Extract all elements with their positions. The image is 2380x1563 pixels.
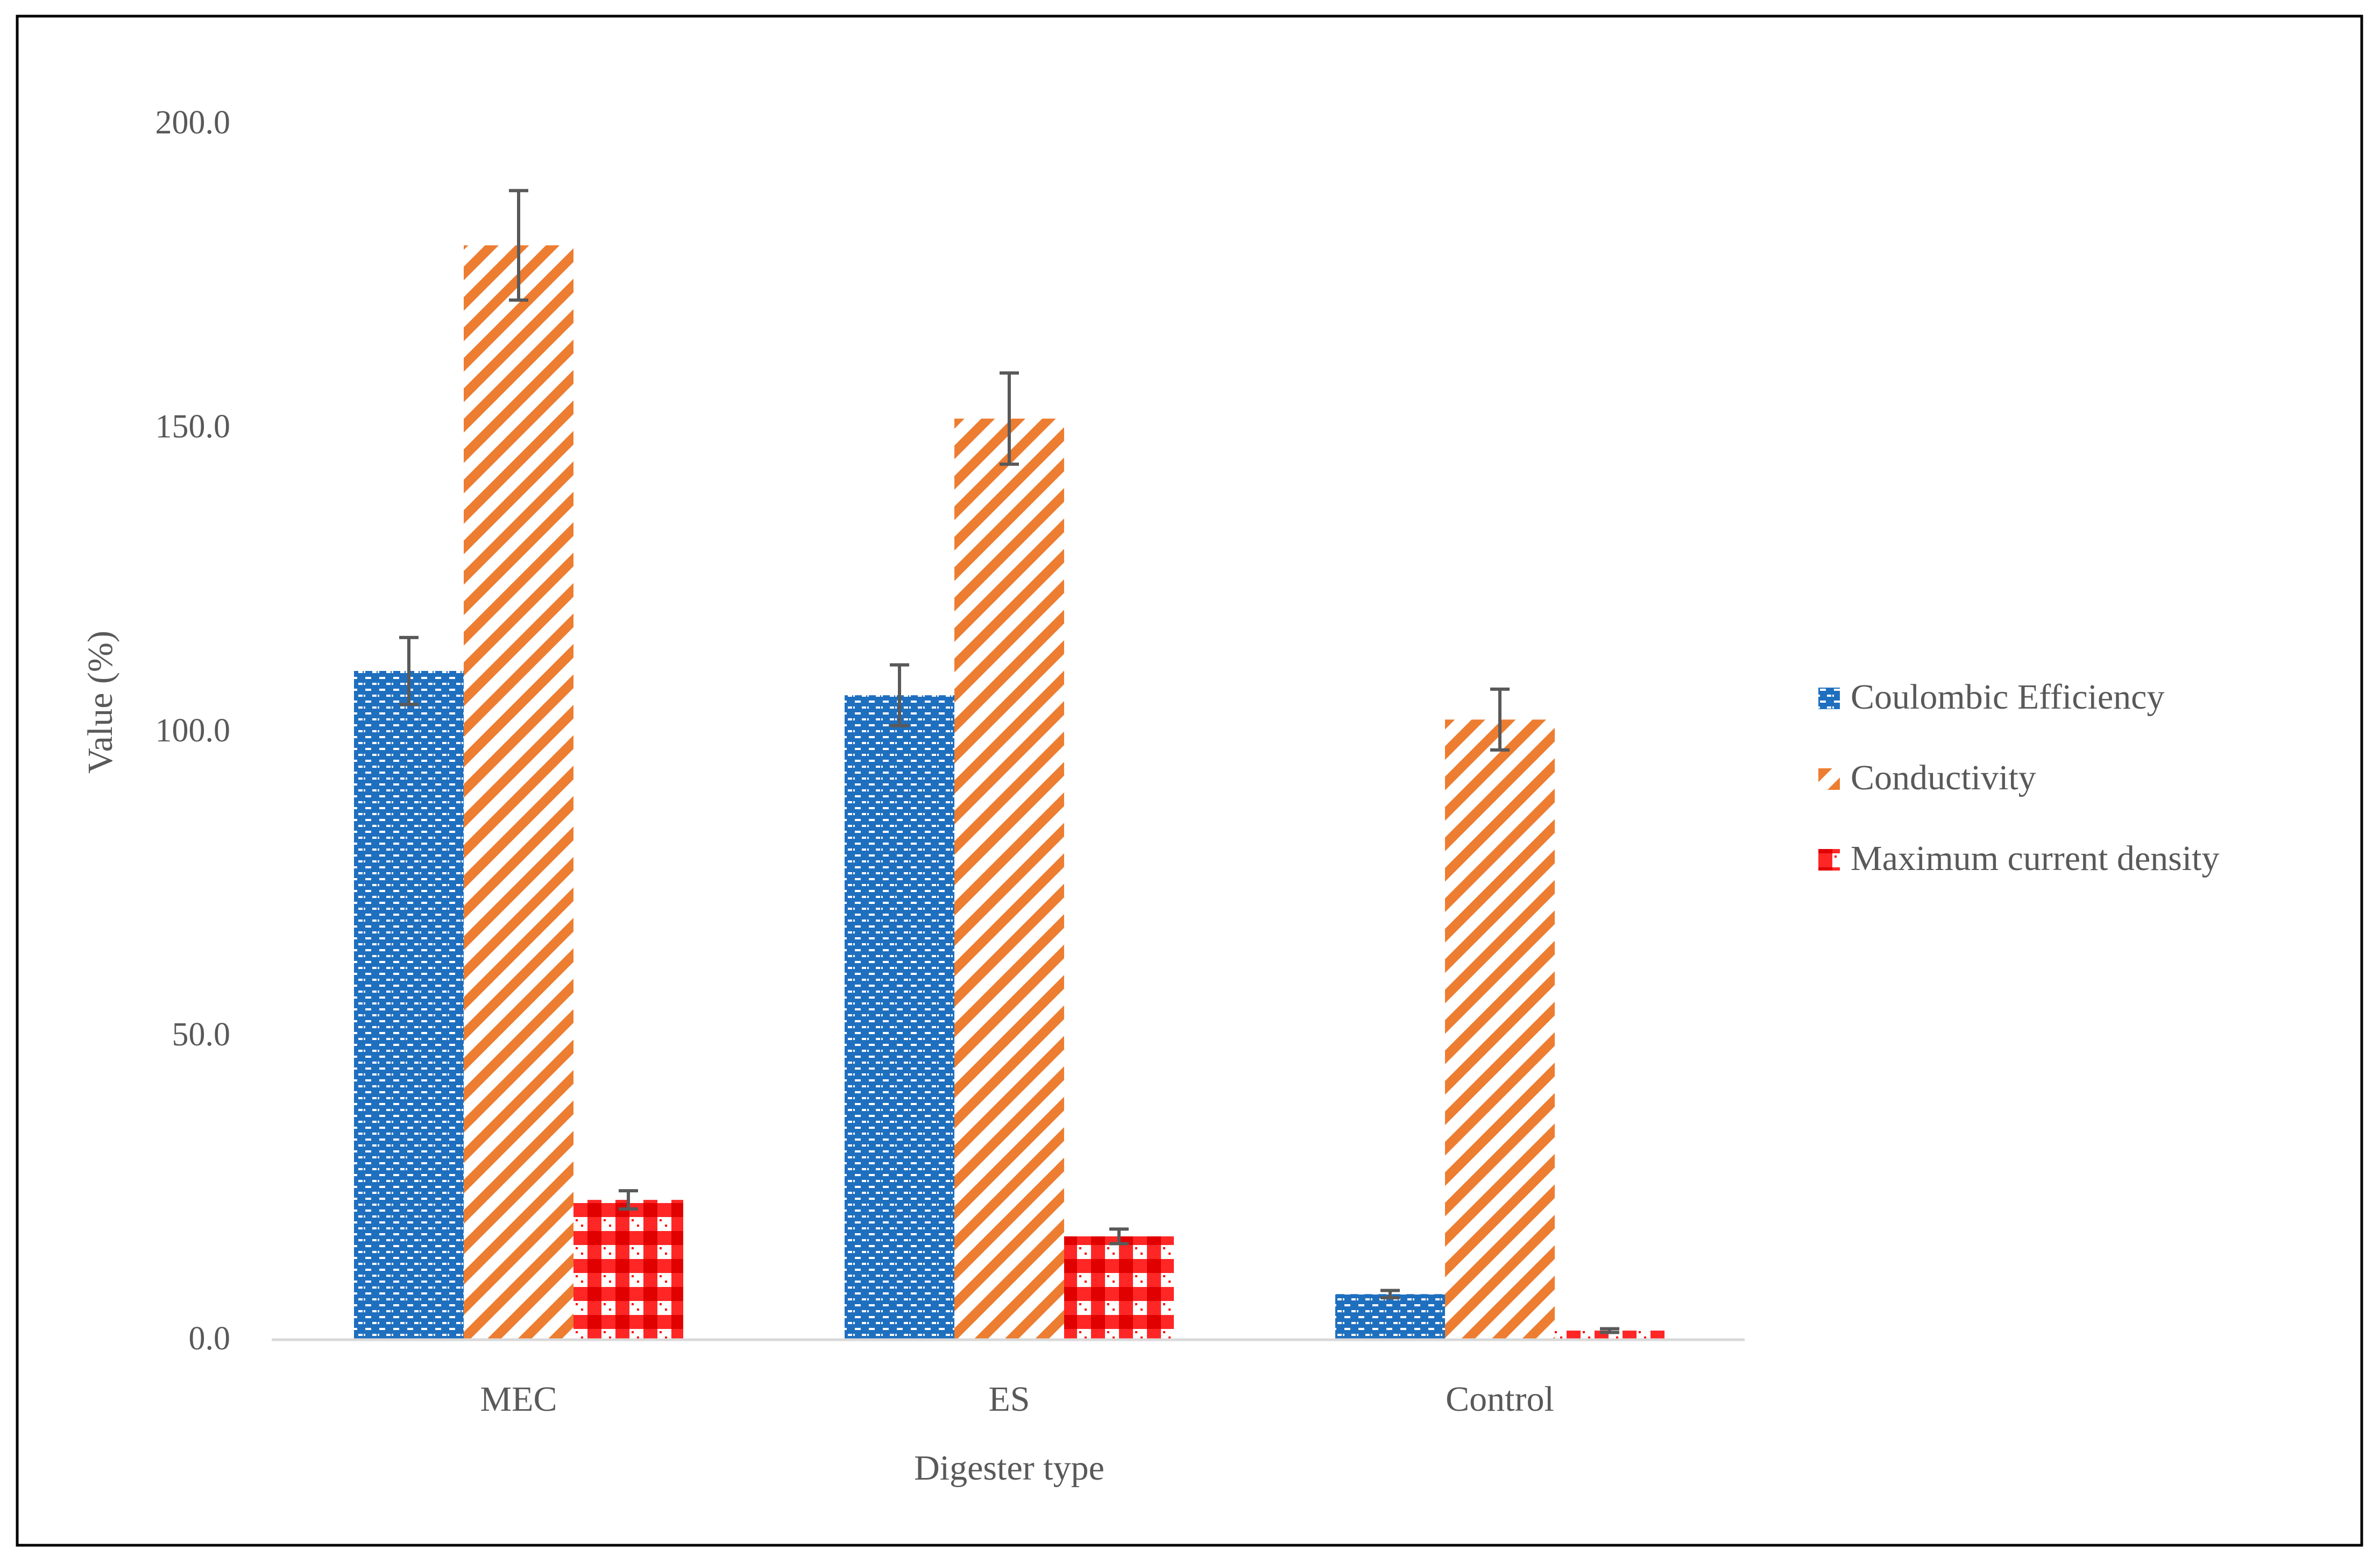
error-bar-es-coulombic-efficiency: [890, 663, 909, 727]
x-axis-title: Digester type: [914, 1448, 1104, 1488]
error-bar-control-maximum-current-density: [1600, 1327, 1619, 1334]
x-axis-ticks: MEC ES Control: [480, 1380, 1554, 1419]
bar-control-maximum-current-density: [1555, 1331, 1664, 1340]
legend-label: Coulombic Efficiency: [1851, 677, 2164, 717]
bar-mec-coulombic-efficiency: [354, 671, 464, 1340]
error-bar-mec-maximum-current-density: [619, 1189, 638, 1211]
bar-control-conductivity: [1445, 719, 1555, 1340]
bar-control-coulombic-efficiency: [1335, 1294, 1445, 1340]
error-bars-layer: [399, 189, 1619, 1334]
legend-label: Conductivity: [1851, 758, 2036, 797]
error-bar-control-coulombic-efficiency: [1380, 1289, 1400, 1300]
y-axis-title: Value (%): [81, 631, 120, 774]
x-tick-label-es: ES: [988, 1380, 1030, 1419]
bar-es-conductivity: [954, 419, 1064, 1340]
error-bar-mec-conductivity: [509, 189, 528, 302]
y-tick-label: 200.0: [155, 104, 231, 141]
x-tick-label-mec: MEC: [480, 1380, 557, 1419]
legend-swatch-blue: [1818, 688, 1840, 709]
legend-label: Maximum current density: [1851, 839, 2220, 878]
legend-item-coulombic-efficiency: Coulombic Efficiency: [1818, 677, 2164, 717]
legend-swatch-orange: [1818, 768, 1840, 790]
y-tick-label: 0.0: [189, 1320, 231, 1357]
x-tick-label-control: Control: [1446, 1380, 1554, 1419]
error-bar-mec-coulombic-efficiency: [399, 635, 419, 706]
error-bar-control-conductivity: [1490, 687, 1510, 752]
legend-swatch-red: [1818, 849, 1840, 871]
y-axis-ticks: 0.0 50.0 100.0 150.0 200.0: [155, 104, 231, 1357]
error-bar-es-conductivity: [1000, 371, 1019, 466]
bar-mec-conductivity: [464, 245, 573, 1340]
y-tick-label: 50.0: [172, 1016, 231, 1053]
legend-item-conductivity: Conductivity: [1818, 758, 2036, 797]
legend-item-maximum-current-density: Maximum current density: [1818, 839, 2220, 878]
y-tick-label: 150.0: [155, 408, 231, 445]
bar-es-coulombic-efficiency: [845, 695, 954, 1340]
error-bar-es-maximum-current-density: [1109, 1227, 1129, 1246]
legend: Coulombic Efficiency Conductivity Maximu…: [1818, 677, 2220, 878]
bar-es-maximum-current-density: [1064, 1236, 1174, 1340]
bar-mec-maximum-current-density: [573, 1200, 683, 1340]
y-tick-label: 100.0: [155, 712, 231, 749]
bars-layer: [354, 245, 1664, 1340]
